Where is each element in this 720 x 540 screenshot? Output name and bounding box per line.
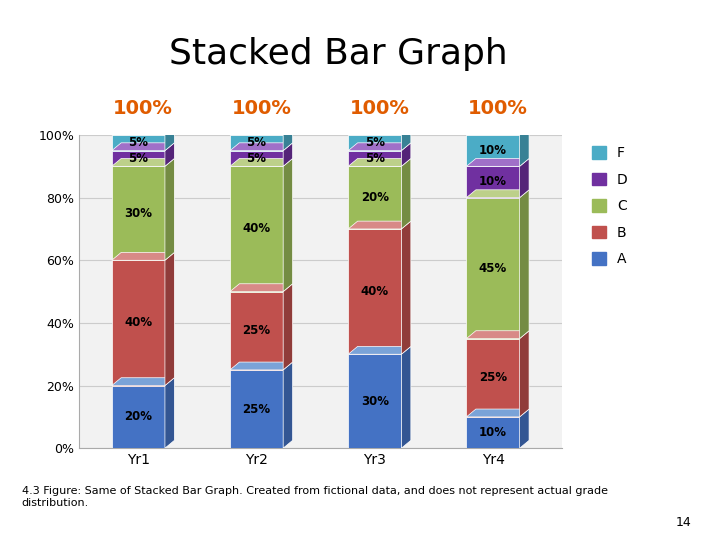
Polygon shape [165,378,174,448]
Polygon shape [283,284,292,370]
Bar [348,166,401,229]
Bar [467,166,520,198]
Text: 5%: 5% [365,136,384,150]
Polygon shape [283,127,292,151]
Polygon shape [112,127,174,135]
Bar [112,151,165,166]
Text: 100%: 100% [113,99,173,118]
Text: Stacked Bar Graph: Stacked Bar Graph [169,37,508,71]
Bar [112,166,165,260]
Polygon shape [401,127,411,151]
Polygon shape [467,330,529,339]
Bar [467,417,520,448]
Polygon shape [520,190,529,339]
Text: 5%: 5% [365,152,384,165]
Polygon shape [348,143,411,151]
Polygon shape [401,143,411,166]
Polygon shape [348,158,411,166]
Polygon shape [230,143,292,151]
Polygon shape [520,409,529,448]
Bar [230,292,283,370]
Text: 10%: 10% [479,426,507,439]
Polygon shape [230,127,292,135]
Text: 30%: 30% [361,395,389,408]
Polygon shape [401,347,411,448]
Bar [230,370,283,448]
Polygon shape [520,127,529,166]
Bar [348,354,401,448]
Polygon shape [283,362,292,448]
Polygon shape [283,143,292,166]
Polygon shape [165,158,174,260]
Bar [467,135,520,166]
Text: 25%: 25% [243,324,271,338]
Text: 10%: 10% [479,176,507,188]
Polygon shape [230,158,292,166]
Polygon shape [112,143,174,151]
Text: 10%: 10% [479,144,507,157]
Polygon shape [348,127,411,135]
Text: 40%: 40% [243,222,271,235]
Polygon shape [230,362,292,370]
Text: 45%: 45% [479,261,507,275]
Text: 20%: 20% [361,191,389,204]
Polygon shape [112,378,174,386]
Bar [467,198,520,339]
Bar [112,386,165,448]
Text: 40%: 40% [361,285,389,298]
Bar [348,229,401,354]
Polygon shape [283,158,292,292]
Polygon shape [348,347,411,354]
Text: 25%: 25% [479,371,507,384]
Bar [467,339,520,417]
Text: 100%: 100% [468,99,528,118]
Legend: F, D, C, B, A: F, D, C, B, A [588,142,632,271]
Polygon shape [230,284,292,292]
Polygon shape [348,221,411,229]
Polygon shape [165,252,174,386]
Bar [230,151,283,166]
Text: 5%: 5% [246,136,266,150]
Polygon shape [467,158,529,166]
Bar [348,151,401,166]
Text: 30%: 30% [125,207,153,220]
Bar [230,166,283,292]
Text: 14: 14 [675,516,691,529]
Text: 100%: 100% [350,99,410,118]
Text: 5%: 5% [246,152,266,165]
Polygon shape [467,190,529,198]
Polygon shape [165,127,174,151]
Text: 25%: 25% [243,402,271,416]
Polygon shape [520,158,529,198]
Bar [230,135,283,151]
Polygon shape [401,158,411,229]
Polygon shape [467,127,529,135]
Text: 100%: 100% [231,99,291,118]
Text: 5%: 5% [128,152,148,165]
Text: 40%: 40% [125,316,153,329]
Bar [348,135,401,151]
Polygon shape [112,252,174,260]
Bar [112,260,165,386]
Bar [112,135,165,151]
Text: 20%: 20% [125,410,153,423]
Polygon shape [467,409,529,417]
Polygon shape [165,143,174,166]
Text: 5%: 5% [128,136,148,150]
Text: 4.3 Figure: Same of Stacked Bar Graph. Created from fictional data, and does not: 4.3 Figure: Same of Stacked Bar Graph. C… [22,486,608,508]
Polygon shape [112,158,174,166]
Polygon shape [520,330,529,417]
Polygon shape [401,221,411,354]
